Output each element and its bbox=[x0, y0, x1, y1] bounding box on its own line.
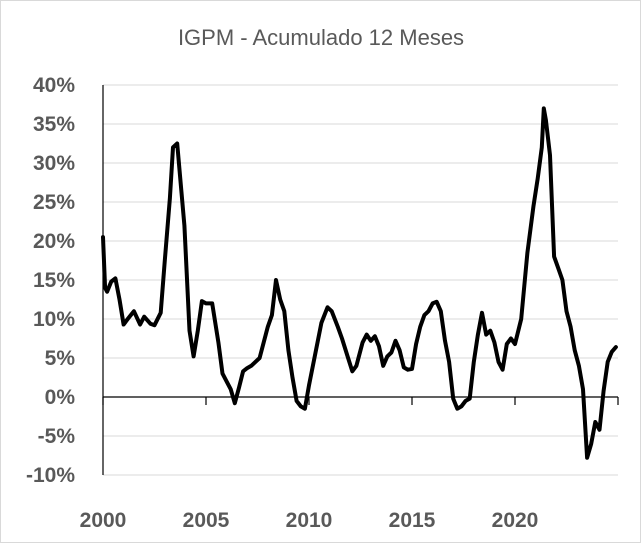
x-tick-label: 2010 bbox=[286, 509, 333, 532]
y-tick-label: 20% bbox=[33, 230, 75, 253]
chart-title: IGPM - Acumulado 12 Meses bbox=[178, 25, 464, 50]
x-tick-label: 2000 bbox=[80, 509, 127, 532]
y-tick-label: 30% bbox=[33, 152, 75, 175]
x-tick-label: 2020 bbox=[492, 509, 539, 532]
series-line bbox=[101, 106, 618, 460]
y-tick-label: -10% bbox=[26, 464, 75, 487]
y-tick-label: -5% bbox=[38, 425, 76, 448]
series-layer bbox=[101, 106, 618, 460]
y-tick-labels: 40% 35% 30% 25% 20% 15% 10% 5% 0% -5% -10% bbox=[26, 74, 75, 487]
y-tick-label: 25% bbox=[33, 191, 75, 214]
x-tick-labels: 2000 2005 2010 2015 2020 bbox=[80, 509, 539, 532]
y-tick-label: 0% bbox=[45, 386, 76, 409]
y-tick-label: 40% bbox=[33, 74, 75, 97]
x-tick-label: 2005 bbox=[183, 509, 230, 532]
y-tick-label: 35% bbox=[33, 113, 75, 136]
x-tick-label: 2015 bbox=[389, 509, 436, 532]
y-tick-label: 10% bbox=[33, 308, 75, 331]
y-tick-label: 15% bbox=[33, 269, 75, 292]
y-tick-label: 5% bbox=[45, 347, 76, 370]
